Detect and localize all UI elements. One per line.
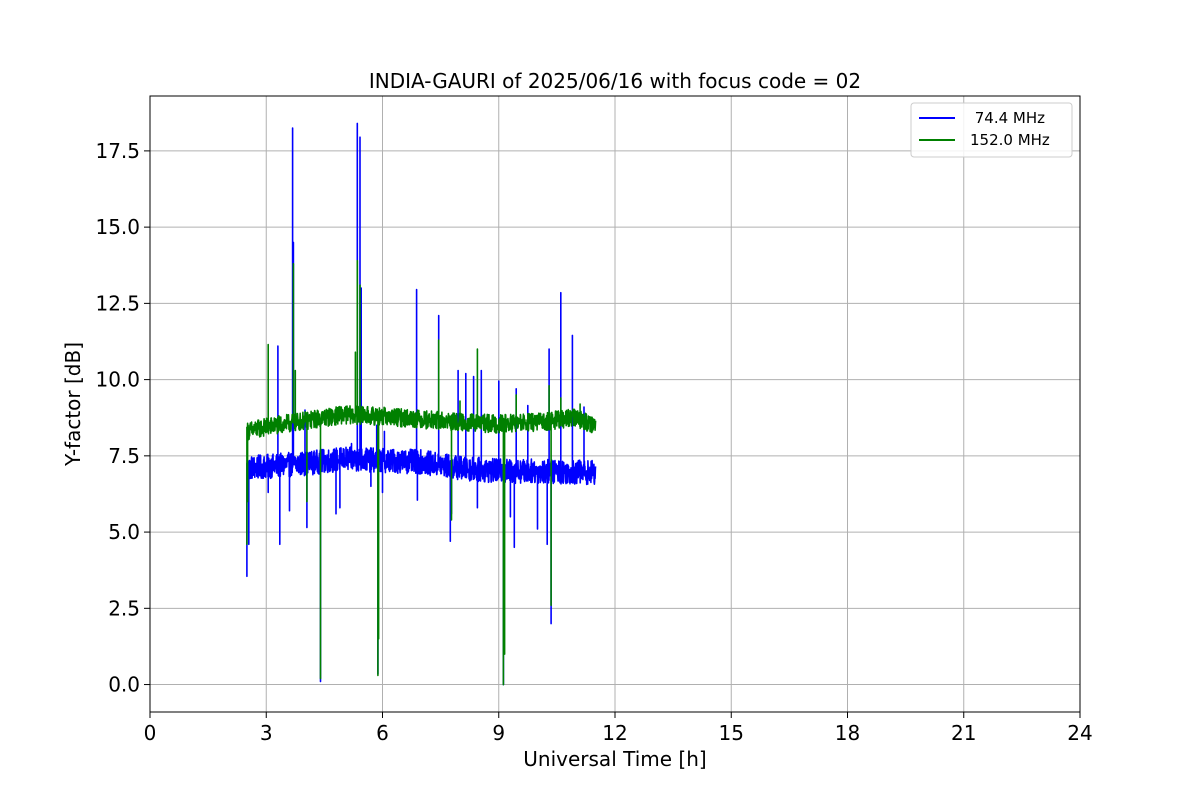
- y-tick-label: 5.0: [108, 520, 140, 544]
- y-tick-label: 2.5: [108, 596, 140, 620]
- y-tick-label: 0.0: [108, 673, 140, 697]
- x-tick-label: 0: [144, 721, 157, 745]
- y-tick-label: 12.5: [95, 291, 140, 315]
- series-layer: [246, 122, 597, 686]
- x-tick-label: 18: [835, 721, 860, 745]
- legend-label-series-2: 152.0 MHz: [970, 131, 1050, 149]
- x-tick-label: 21: [951, 721, 976, 745]
- y-tick-label: 17.5: [95, 139, 140, 163]
- y-tick-label: 15.0: [95, 215, 140, 239]
- x-tick-label: 24: [1067, 721, 1092, 745]
- x-tick-label: 3: [260, 721, 273, 745]
- y-tick-label: 10.0: [95, 368, 140, 392]
- x-tick-label: 9: [492, 721, 505, 745]
- tick-layer: 0 3 6 9 12 15 18 21 24 0.0 2.5 5.0 7.5 10.0 12.5 15.0 17…: [95, 139, 1092, 745]
- legend-label-series-1: 74.4 MHz: [970, 109, 1045, 127]
- legend: 74.4 MHz 152.0 MHz: [910, 102, 1073, 158]
- x-tick-label: 15: [719, 721, 744, 745]
- x-tick-label: 6: [376, 721, 389, 745]
- series-line-2: [246, 259, 597, 686]
- x-axis-label: Universal Time [h]: [523, 747, 706, 771]
- y-axis-label: Y-factor [dB]: [61, 342, 85, 467]
- x-tick-label: 12: [602, 721, 627, 745]
- grid: [149, 96, 1081, 712]
- chart-title: INDIA-GAURI of 2025/06/16 with focus cod…: [369, 69, 861, 93]
- legend-box: [910, 102, 1073, 158]
- series-line-1: [246, 122, 597, 686]
- y-tick-label: 7.5: [108, 444, 140, 468]
